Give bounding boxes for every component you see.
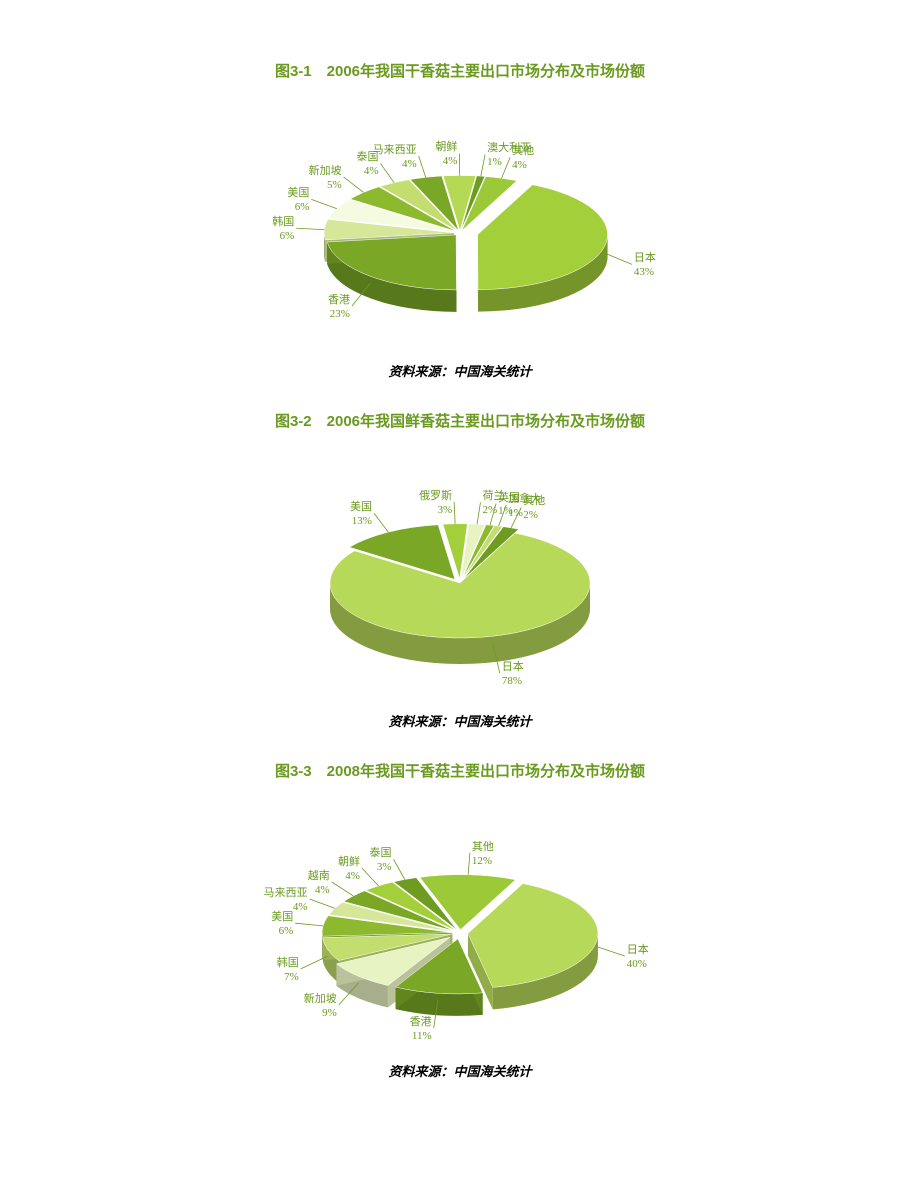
chart-title: 图3-2 2006年我国鲜香菇主要出口市场分布及市场份额 xyxy=(180,410,740,431)
pie-slice-label: 韩国7% xyxy=(219,957,299,985)
chart-source: 资料来源：中国海关统计 xyxy=(180,1061,740,1080)
pie-chart-block: 图3-1 2006年我国干香菇主要出口市场分布及市场份额 日本43% 香港23% 韩… xyxy=(180,60,740,380)
pie-slice-label: 日本43% xyxy=(634,252,714,280)
pie-slice-label: 韩国6% xyxy=(214,216,294,244)
pie-chart: 日本40%香港11%新加坡9%韩国7%美国6%马来西亚4%越南4%朝鲜4%泰国3… xyxy=(180,793,740,1053)
pie-slice-label: 其他4% xyxy=(512,145,592,173)
pie-slice-label: 香港11% xyxy=(352,1016,432,1044)
pie-chart-block: 图3-3 2008年我国干香菇主要出口市场分布及市场份额 日本40% 香港11% 新… xyxy=(180,760,740,1080)
pie-slice-label: 美国6% xyxy=(213,911,293,939)
chart-source: 资料来源：中国海关统计 xyxy=(180,711,740,730)
pie-slice-label: 日本40% xyxy=(627,944,707,972)
pie-slice-label: 其他12% xyxy=(472,841,552,869)
pie-slice-label: 其他2% xyxy=(523,495,603,523)
pie-slice-label: 新加坡9% xyxy=(257,993,337,1021)
pie-slice-label: 朝鲜4% xyxy=(377,141,457,169)
pie-chart-block: 图3-2 2006年我国鲜香菇主要出口市场分布及市场份额 日本78% 美国13%俄… xyxy=(180,410,740,730)
pie-slice-label: 香港23% xyxy=(270,294,350,322)
pie-chart: 日本78%美国13%俄罗斯3%荷兰2%英国1%加拿大1%其他2% xyxy=(180,443,740,703)
chart-title: 图3-3 2008年我国干香菇主要出口市场分布及市场份额 xyxy=(180,760,740,781)
pie-chart: 日本43%香港23%韩国6%美国6%新加坡5%泰国4%马来西亚4%朝鲜4%澳大利… xyxy=(180,93,740,353)
pie-slice-label: 日本78% xyxy=(502,661,582,689)
pie-slice-label: 泰国3% xyxy=(312,847,392,875)
chart-source: 资料来源：中国海关统计 xyxy=(180,361,740,380)
chart-title: 图3-1 2006年我国干香菇主要出口市场分布及市场份额 xyxy=(180,60,740,81)
pie-slice-label: 俄罗斯3% xyxy=(372,490,452,518)
pie-slice-label: 美国13% xyxy=(292,501,372,529)
